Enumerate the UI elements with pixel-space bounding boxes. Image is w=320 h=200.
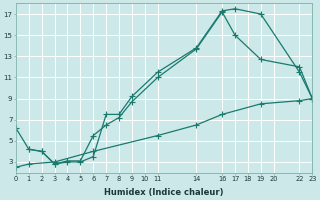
X-axis label: Humidex (Indice chaleur): Humidex (Indice chaleur) [104, 188, 224, 197]
